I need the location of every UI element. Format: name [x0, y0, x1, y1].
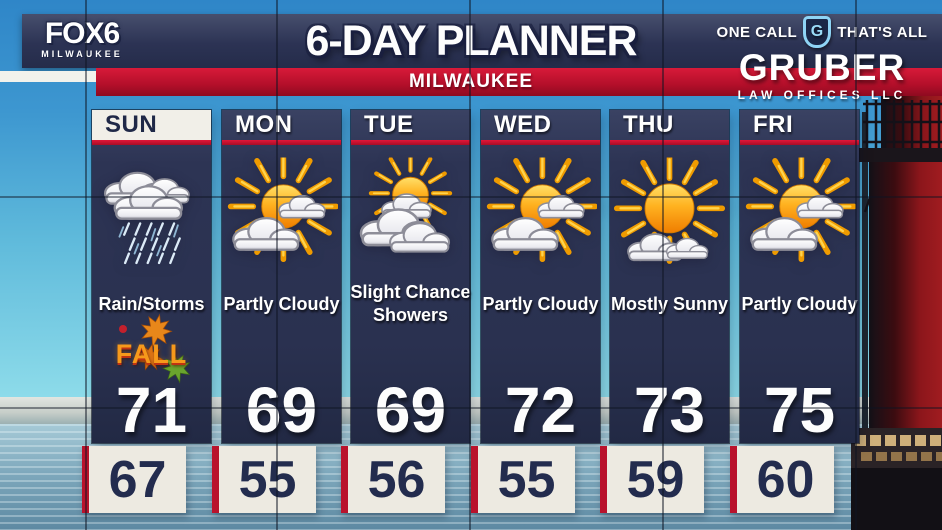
video-wall-bezel	[662, 0, 664, 530]
gruber-sponsor-logo: ONE CALL G THAT'S ALL GRUBER LAW OFFICES…	[710, 16, 934, 102]
low-temp: 55	[238, 450, 297, 509]
day-label: MON	[235, 111, 293, 138]
day-divider	[92, 140, 211, 145]
high-temp: 73	[633, 374, 706, 446]
day-label: WED	[494, 111, 552, 138]
day-label: FRI	[753, 111, 794, 138]
header-red-bar	[96, 68, 942, 96]
day-label: THU	[623, 111, 674, 138]
tagline-right: THAT'S ALL	[837, 23, 928, 41]
low-temp-box: 60	[730, 446, 834, 513]
low-temp-box: 55	[212, 446, 316, 513]
page-subtitle: MILWAUKEE	[408, 71, 534, 92]
video-wall-bezel	[855, 0, 857, 530]
day-panel: TUE Slight Chance Showers 69	[350, 110, 471, 446]
condition-label: Slight Chance Showers	[350, 282, 471, 325]
station-city: MILWAUKEE	[41, 49, 123, 59]
high-temp: 69	[245, 374, 318, 446]
autumn-leaves-icon	[119, 313, 194, 386]
day-divider	[481, 140, 600, 145]
fall-badge-text: FALL	[115, 339, 188, 369]
day-panel: THU Mostly Sunny 73	[610, 110, 729, 443]
sponsor-tagline: ONE CALL G THAT'S ALL	[710, 16, 934, 48]
page-title: 6-DAY PLANNER	[305, 16, 637, 65]
condition-label: Rain/Storms	[98, 293, 205, 314]
condition-label: Partly Cloudy	[741, 293, 858, 314]
day-label: TUE	[364, 111, 414, 138]
condition-label: Mostly Sunny	[610, 293, 728, 314]
video-wall-bezel	[0, 407, 942, 409]
day-divider	[610, 140, 729, 145]
video-wall-bezel	[469, 0, 471, 530]
low-temp: 67	[108, 450, 167, 509]
high-temp: 75	[763, 374, 836, 446]
day-label: SUN	[92, 110, 211, 140]
day-panel: SUN Rain/Storms FALL 71	[92, 110, 211, 443]
fox6-logo: FOX6 MILWAUKEE	[26, 17, 138, 60]
tagline-left: ONE CALL	[716, 23, 798, 41]
condition-label: Partly Cloudy	[223, 293, 340, 314]
low-temp: 56	[367, 450, 426, 509]
station-name: FOX6	[44, 17, 120, 50]
low-temp: 55	[497, 450, 556, 509]
day-divider	[740, 140, 859, 145]
low-temp-box: 55	[471, 446, 575, 513]
fall-badge: FALL	[92, 313, 211, 391]
header-white-strip	[0, 71, 96, 82]
high-temp: 69	[374, 374, 447, 446]
video-wall-bezel	[0, 196, 942, 198]
gruber-shield-icon: G	[803, 16, 832, 48]
low-temp: 59	[626, 450, 685, 509]
low-temp-box: 59	[600, 446, 704, 513]
sponsor-subname: LAW OFFICES LLC	[737, 88, 907, 102]
day-divider	[222, 140, 341, 145]
day-panel: MON Partly Cloudy 69	[222, 110, 341, 443]
video-wall-bezel	[85, 0, 87, 530]
day-panel: WED Partly Cloudy 72	[481, 110, 600, 443]
high-temp: 71	[115, 374, 188, 446]
condition-label: Partly Cloudy	[482, 293, 599, 314]
low-temp: 60	[756, 450, 815, 509]
day-divider	[351, 140, 470, 145]
low-temp-box: 67	[82, 446, 186, 513]
low-temp-box: 56	[341, 446, 445, 513]
high-temp: 72	[504, 374, 577, 446]
header-navy-bar	[22, 14, 942, 68]
day-panel: FRI Partly Cloudy 75	[740, 110, 859, 443]
sponsor-name: GRUBER	[738, 47, 906, 88]
video-wall-bezel	[276, 0, 278, 530]
